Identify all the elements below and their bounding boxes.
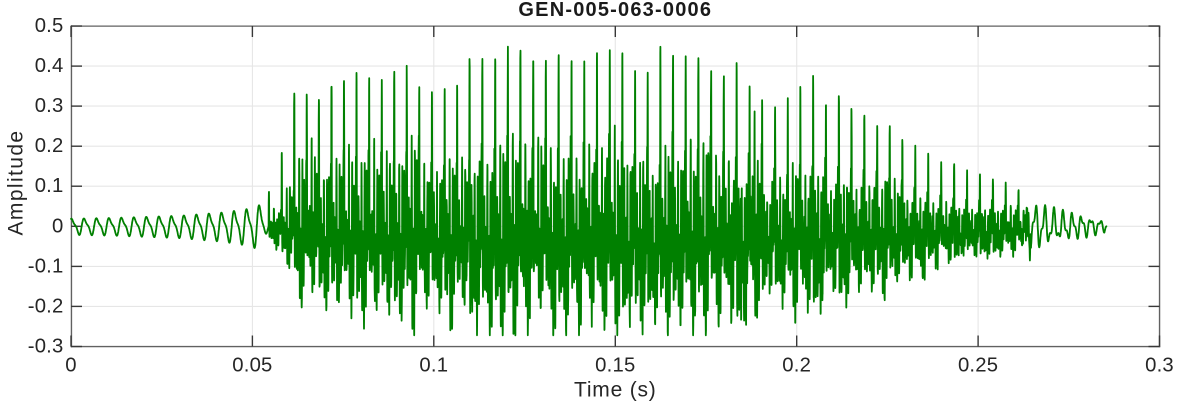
svg-text:0: 0 — [52, 215, 63, 237]
svg-text:0.1: 0.1 — [35, 175, 64, 197]
svg-text:0.1: 0.1 — [419, 355, 448, 377]
svg-text:0.2: 0.2 — [35, 135, 64, 157]
svg-text:0.15: 0.15 — [595, 355, 635, 377]
svg-text:0.3: 0.3 — [1145, 355, 1174, 377]
svg-text:0.3: 0.3 — [35, 95, 64, 117]
svg-text:0.5: 0.5 — [35, 15, 64, 37]
svg-text:-0.1: -0.1 — [28, 255, 64, 277]
svg-text:0.4: 0.4 — [35, 55, 64, 77]
svg-text:-0.2: -0.2 — [28, 295, 64, 317]
svg-text:0: 0 — [65, 355, 76, 377]
svg-text:Time (s): Time (s) — [574, 379, 657, 402]
svg-text:0.2: 0.2 — [782, 355, 811, 377]
svg-text:0.25: 0.25 — [958, 355, 998, 377]
svg-text:GEN-005-063-0006: GEN-005-063-0006 — [518, 0, 712, 21]
svg-text:Amplitude: Amplitude — [4, 130, 27, 236]
svg-text:-0.3: -0.3 — [28, 336, 64, 358]
svg-text:0.05: 0.05 — [232, 355, 272, 377]
